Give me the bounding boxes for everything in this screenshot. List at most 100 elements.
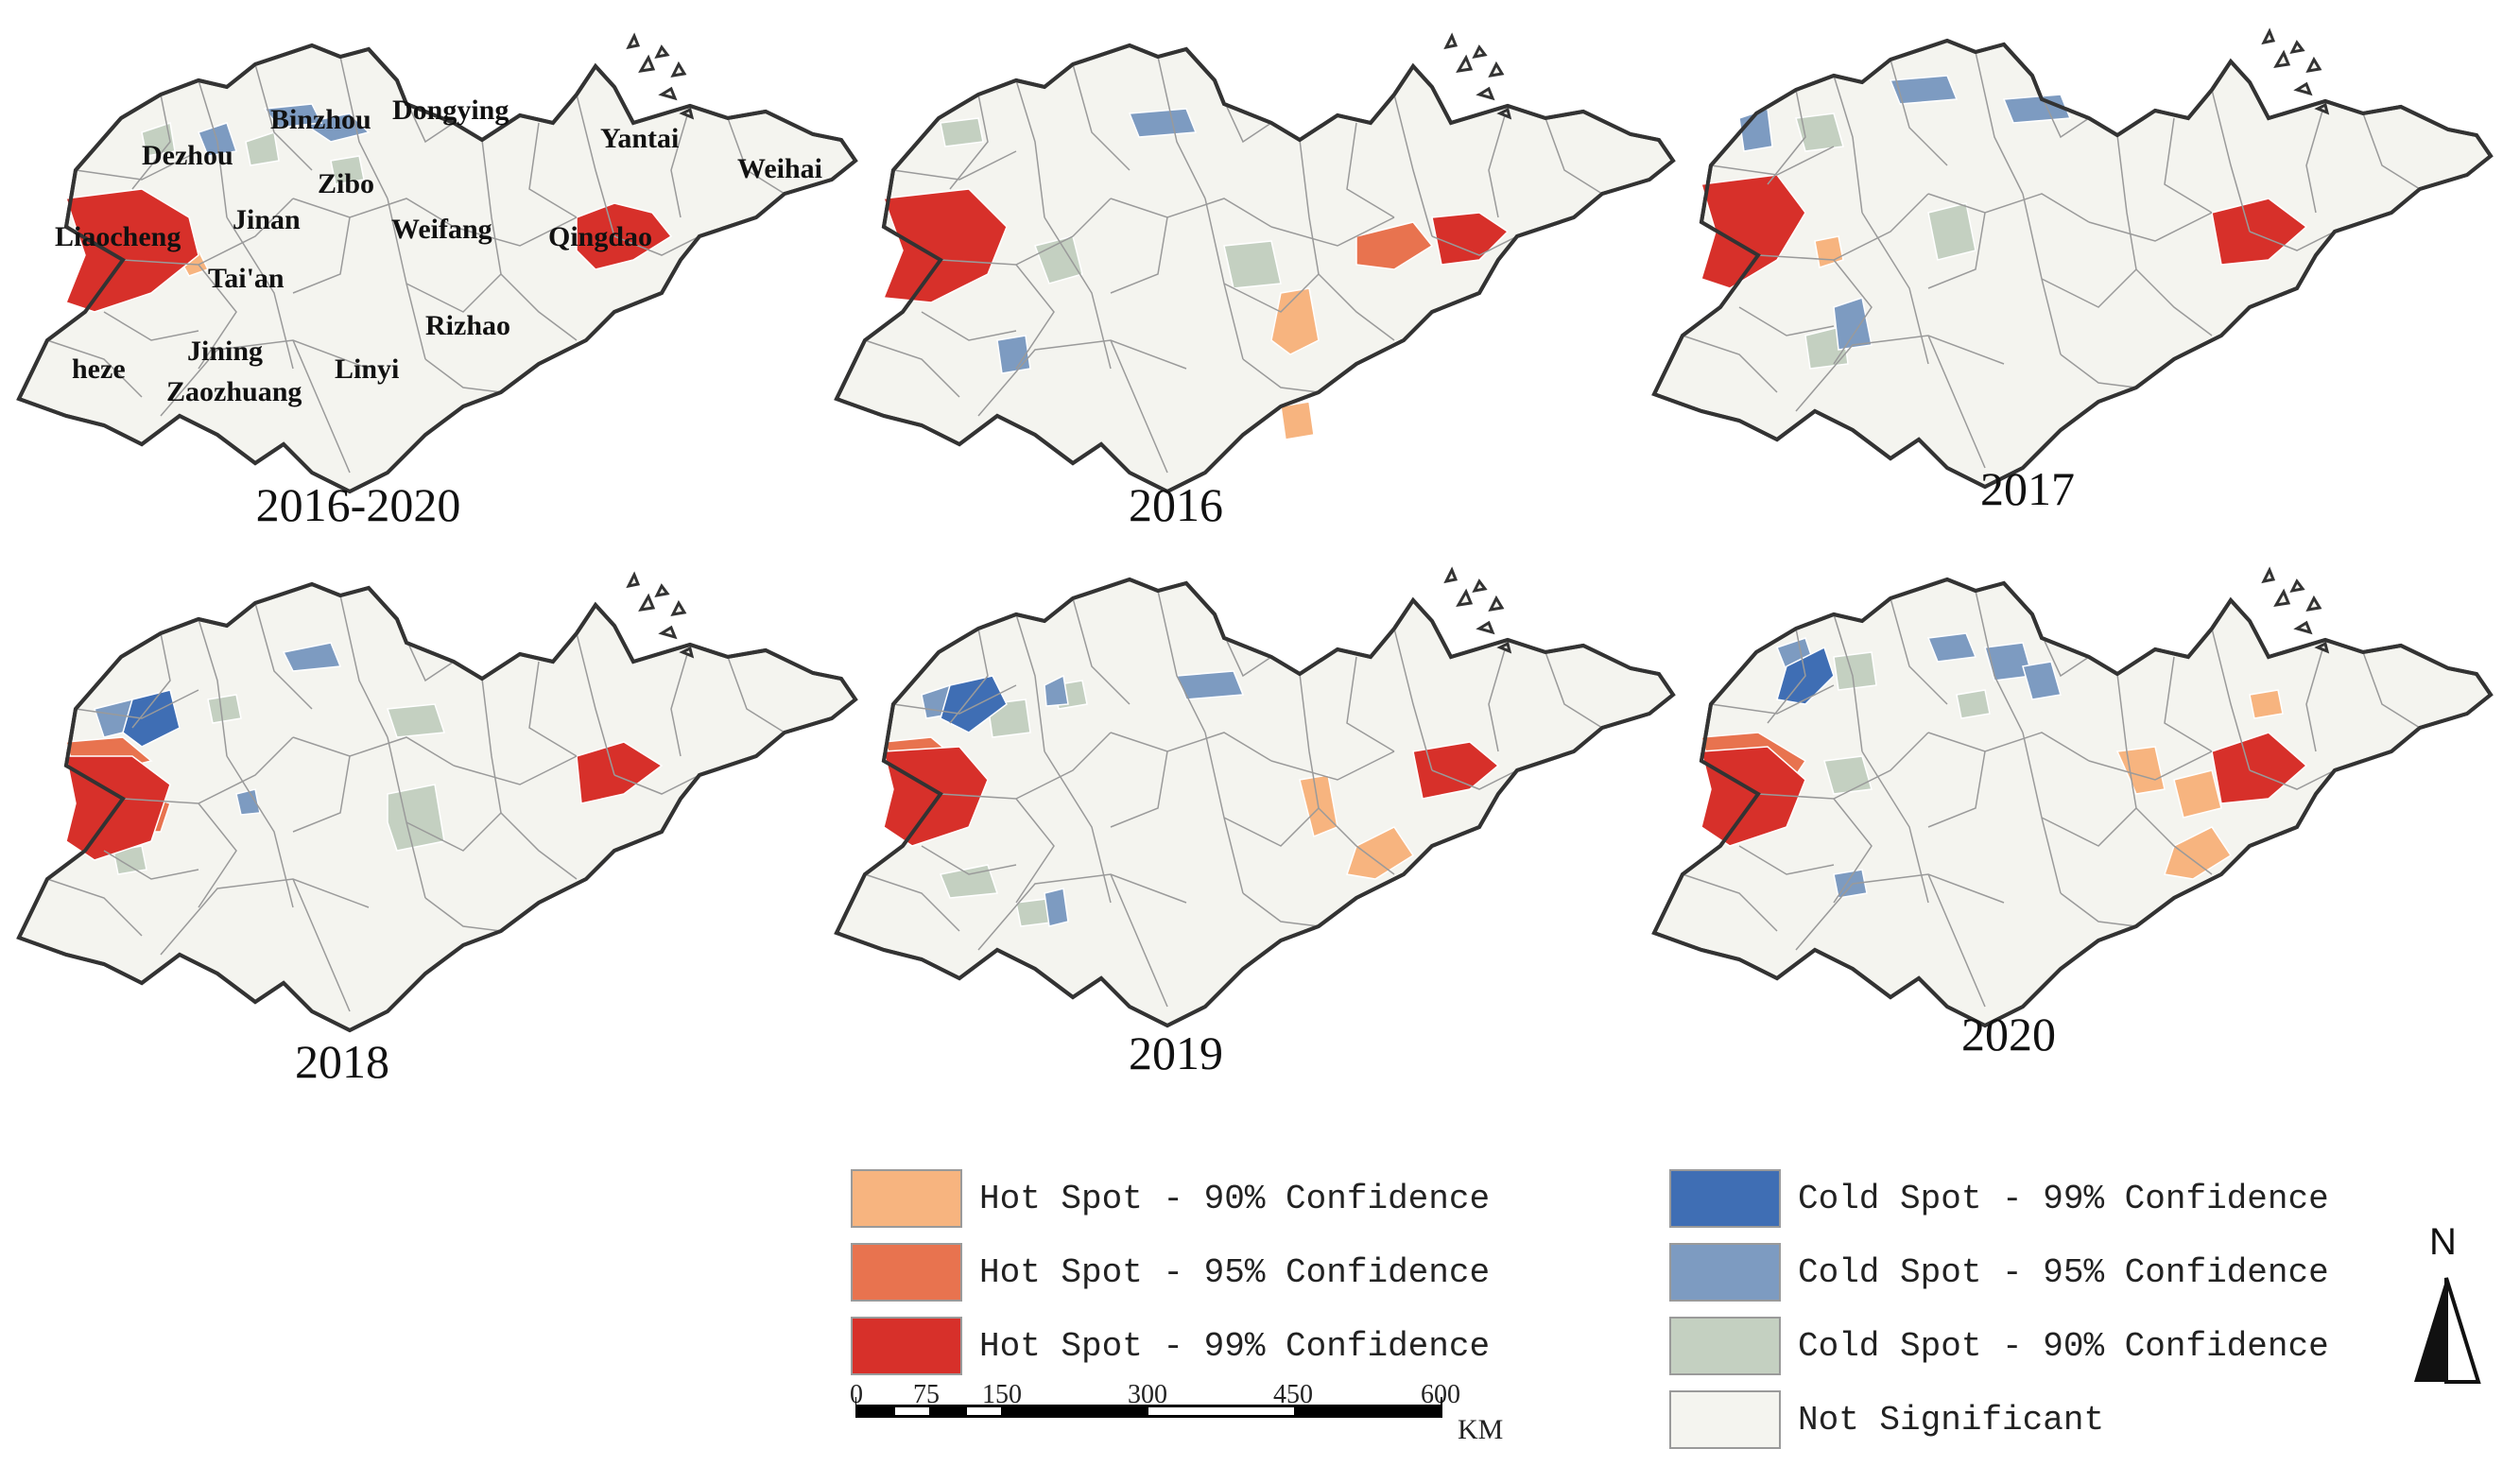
county-border	[1833, 613, 1863, 752]
county-border	[1682, 873, 1778, 932]
county-border	[1015, 798, 1055, 904]
county-border	[949, 628, 989, 724]
island	[1443, 32, 1458, 50]
county-border	[1795, 335, 2005, 412]
county-border	[103, 850, 199, 880]
island	[654, 583, 670, 598]
city-label: Binzhou	[270, 104, 371, 135]
island	[1476, 86, 1495, 101]
north-label: N	[2429, 1221, 2457, 1263]
county-border	[1110, 732, 1272, 762]
panel-title: 2019	[1129, 1026, 1223, 1079]
county-border	[2249, 769, 2336, 790]
island	[658, 86, 678, 101]
county-border	[921, 845, 1017, 875]
legend-label-cold95: Cold Spot - 95% Confidence	[1798, 1252, 2329, 1292]
county-border	[2060, 354, 2137, 388]
cold90-region	[1833, 651, 1877, 691]
cold90-region	[1956, 689, 1991, 719]
county-border	[46, 878, 143, 937]
county-border	[160, 339, 370, 417]
island	[658, 625, 678, 640]
panel-title: 2020	[1961, 1008, 2056, 1061]
legend-hot99: Hot Spot - 99% Confidence	[851, 1316, 1490, 1376]
legend-label-hot90: Hot Spot - 90% Confidence	[979, 1179, 1491, 1218]
county-border	[1431, 235, 1518, 256]
county-border	[2362, 112, 2421, 190]
cold90-region	[1034, 235, 1083, 285]
county-border	[2249, 231, 2336, 251]
county-border	[75, 150, 199, 181]
cold95-region	[1833, 297, 1873, 351]
island	[1488, 60, 1505, 78]
county-border	[226, 755, 294, 908]
county-border	[1242, 358, 1320, 393]
island	[1456, 54, 1474, 73]
cold95-region	[1128, 108, 1198, 138]
county-border	[613, 774, 700, 795]
county-border	[75, 689, 199, 719]
island	[670, 60, 687, 78]
county-border	[1861, 750, 1929, 904]
legend-hot95: Hot Spot - 95% Confidence	[851, 1242, 1490, 1302]
county-border	[2305, 100, 2326, 214]
cold95-region	[263, 103, 323, 129]
legend-label-hot99: Hot Spot - 99% Confidence	[979, 1326, 1491, 1366]
cold90-region	[1223, 240, 1282, 289]
county-border	[131, 632, 171, 729]
cold95-region	[2022, 661, 2062, 700]
county-border	[2135, 807, 2213, 875]
county-border	[481, 678, 502, 814]
county-border	[1833, 259, 1873, 365]
county-border	[2164, 656, 2213, 752]
map-svg	[16, 32, 858, 494]
county-border	[424, 897, 502, 932]
county-border	[1488, 105, 1509, 218]
hot99-region	[576, 202, 673, 270]
island	[2314, 641, 2330, 654]
hot90-region	[2173, 769, 2222, 819]
county-border	[1927, 873, 1986, 1008]
city-label: Rizhao	[425, 310, 510, 341]
county-border	[198, 264, 237, 370]
county-border	[292, 198, 455, 228]
island	[1443, 566, 1458, 584]
scale-tick-450: 450	[1273, 1380, 1313, 1409]
county-border	[613, 235, 700, 256]
county-border	[339, 56, 388, 199]
county-border	[1044, 750, 1112, 904]
county-border	[292, 755, 351, 833]
county-border	[122, 198, 294, 266]
hot99-region	[64, 188, 199, 313]
island	[679, 646, 695, 659]
cold90-region	[386, 703, 446, 738]
hot99-region	[576, 741, 664, 804]
legend-cold90: Cold Spot - 90% Confidence	[1669, 1316, 2329, 1376]
legend-swatch-ns	[1669, 1390, 1781, 1449]
county-border	[2116, 673, 2137, 809]
county-border	[292, 339, 351, 474]
legend-label-hot95: Hot Spot - 95% Confidence	[979, 1252, 1491, 1292]
county-border	[198, 618, 228, 757]
province-border	[16, 581, 858, 1033]
county-border	[670, 105, 691, 218]
county-border	[727, 656, 785, 733]
county-border	[1738, 306, 1835, 336]
island	[1456, 588, 1474, 607]
city-label: Jining	[187, 336, 264, 367]
county-border	[1072, 597, 1131, 705]
county-border	[1738, 845, 1835, 875]
county-border	[2164, 117, 2213, 214]
county-border	[1795, 873, 2005, 951]
hot99-region	[1412, 741, 1500, 800]
county-border	[1110, 339, 1168, 474]
hot90-region	[2115, 746, 2166, 795]
hot99-region	[883, 746, 989, 847]
county-border	[2060, 892, 2137, 927]
county-border	[949, 94, 989, 190]
county-border	[131, 94, 171, 190]
legend-ns: Not Significant	[1669, 1389, 2104, 1450]
county-border	[528, 661, 578, 757]
county-border	[1767, 89, 1806, 185]
island	[638, 593, 656, 612]
